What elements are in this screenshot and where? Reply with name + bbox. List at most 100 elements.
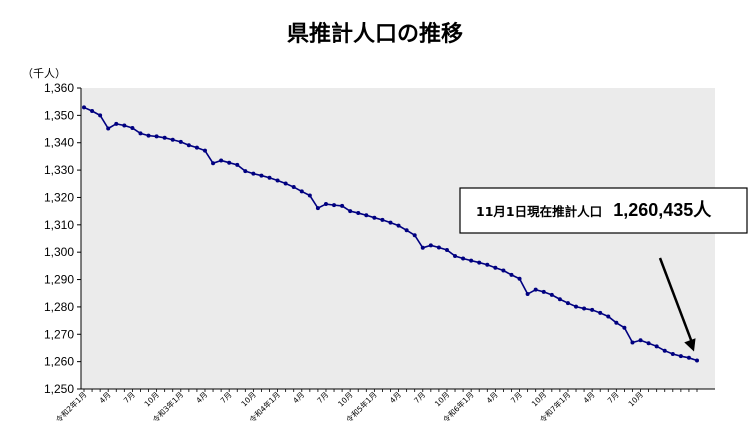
data-point — [178, 139, 183, 144]
x-tick-label: 4月 — [291, 390, 306, 405]
data-point — [565, 301, 570, 306]
data-point — [356, 211, 361, 216]
y-tick-label: 1,300 — [44, 245, 74, 259]
data-point — [533, 287, 538, 292]
data-point — [630, 340, 635, 345]
data-point — [194, 145, 199, 150]
data-point — [275, 178, 280, 183]
callout-value: 1,260,435人 — [613, 200, 712, 220]
data-point — [662, 348, 667, 353]
data-point — [469, 258, 474, 263]
data-point — [211, 161, 216, 166]
x-tick-label: 10月 — [627, 390, 645, 408]
data-point — [372, 215, 377, 220]
data-point — [388, 220, 393, 225]
y-tick-label: 1,260 — [44, 355, 74, 369]
data-point — [436, 245, 441, 250]
data-point — [291, 185, 296, 190]
data-point — [154, 134, 159, 139]
data-point — [259, 173, 264, 178]
data-point — [582, 306, 587, 311]
y-tick-label: 1,340 — [44, 136, 74, 150]
callout-box — [459, 187, 748, 234]
x-tick-label: 10月 — [433, 390, 451, 408]
data-point — [501, 268, 506, 273]
data-point — [444, 247, 449, 252]
data-point — [670, 351, 675, 356]
data-point — [622, 325, 627, 330]
y-axis-unit: （千人） — [22, 67, 66, 80]
x-tick-label: 10月 — [530, 390, 548, 408]
data-point — [364, 213, 369, 218]
x-tick-label: 7月 — [606, 390, 621, 405]
x-tick-label: 4月 — [194, 390, 209, 405]
x-tick-label: 4月 — [98, 390, 113, 405]
data-point — [525, 292, 530, 297]
data-point — [646, 341, 651, 346]
y-tick-label: 1,310 — [44, 218, 74, 232]
data-point — [162, 135, 167, 140]
x-tick-label: 4月 — [388, 390, 403, 405]
data-point — [453, 254, 458, 259]
data-point — [307, 193, 312, 198]
y-tick-label: 1,350 — [44, 108, 74, 122]
x-tick-label: 4月 — [582, 390, 597, 405]
data-point — [227, 160, 232, 165]
series-points — [82, 105, 699, 363]
x-tick-label: 7月 — [315, 390, 330, 405]
data-point — [590, 307, 595, 312]
y-tick-label: 1,280 — [44, 300, 74, 314]
y-tick-label: 1,330 — [44, 163, 74, 177]
data-point — [219, 158, 224, 163]
data-point — [509, 272, 514, 277]
data-point — [315, 206, 320, 211]
data-point — [404, 228, 409, 233]
callout: 11月1日現在推計人口 1,260,435人 — [459, 187, 748, 352]
x-tick-label: 10月 — [336, 390, 354, 408]
data-point — [106, 126, 111, 131]
data-point — [638, 338, 643, 343]
data-point — [695, 358, 699, 363]
callout-prefix: 11月1日現在推計人口 — [476, 204, 602, 219]
data-point — [420, 245, 425, 250]
x-tick-label: 10月 — [239, 390, 257, 408]
data-point — [138, 131, 143, 136]
y-tick-label: 1,290 — [44, 273, 74, 287]
x-tick-label: 7月 — [509, 390, 524, 405]
callout-arrow — [658, 257, 694, 343]
data-point — [283, 181, 288, 186]
data-point — [170, 137, 175, 142]
data-point — [82, 105, 86, 110]
data-point — [493, 265, 498, 270]
data-point — [574, 304, 579, 309]
data-point — [202, 148, 207, 153]
y-tick-label: 1,360 — [44, 81, 74, 95]
data-point — [428, 243, 433, 248]
data-point — [598, 310, 603, 315]
y-tick-label: 1,320 — [44, 190, 74, 204]
data-point — [235, 162, 240, 167]
data-point — [251, 171, 256, 176]
data-point — [396, 223, 401, 228]
data-point — [332, 203, 337, 208]
data-point — [541, 289, 546, 294]
data-point — [557, 297, 562, 302]
data-point — [340, 203, 345, 208]
data-point — [122, 123, 127, 128]
x-tick-label: 7月 — [412, 390, 427, 405]
data-point — [243, 169, 248, 174]
data-point — [517, 276, 522, 281]
y-axis: 1,250 1,260 1,270 1,280 1,290 1,300 1,310 1,320… — [44, 81, 82, 396]
data-point — [114, 121, 119, 126]
data-point — [606, 314, 611, 319]
data-point — [90, 108, 95, 113]
data-point — [98, 113, 103, 118]
x-tick-label: 10月 — [143, 390, 161, 408]
data-point — [267, 175, 272, 180]
callout-arrowhead — [684, 338, 696, 352]
data-point — [614, 320, 619, 325]
x-tick-label: 7月 — [219, 390, 234, 405]
data-point — [130, 125, 135, 130]
